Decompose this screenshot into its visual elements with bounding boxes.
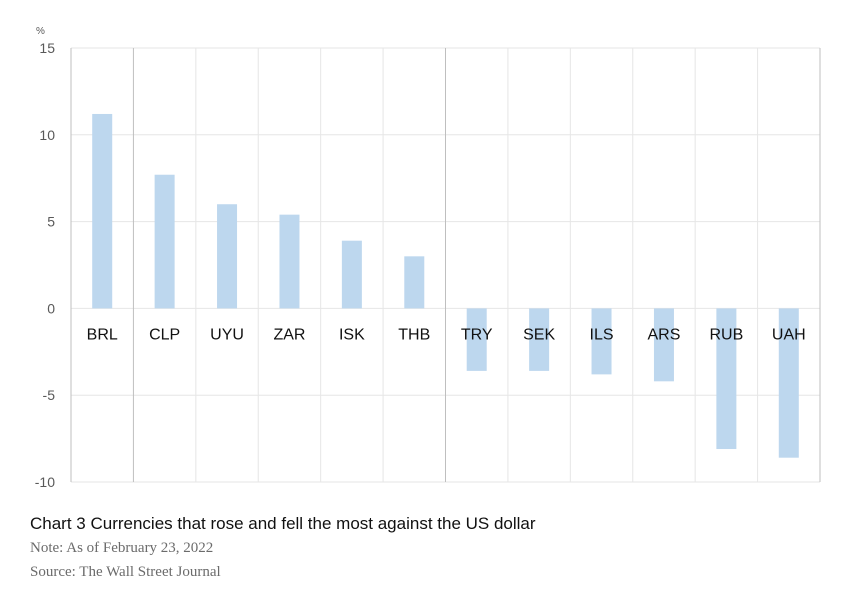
y-axis-ticks: 15 10 5 0 -5 -10 bbox=[35, 40, 55, 490]
bar-uah bbox=[778, 308, 799, 458]
y-tick-label: -10 bbox=[35, 474, 55, 490]
category-label-zar: ZAR bbox=[273, 326, 305, 343]
bar-zar bbox=[279, 214, 300, 309]
chart-title: Chart 3 Currencies that rose and fell th… bbox=[30, 514, 536, 533]
bar-isk bbox=[341, 240, 362, 309]
category-label-brl: BRL bbox=[87, 326, 118, 343]
category-label-uah: UAH bbox=[772, 326, 806, 343]
bar-uyu bbox=[217, 204, 238, 309]
bar-ils bbox=[591, 308, 612, 375]
category-label-isk: ISK bbox=[339, 326, 365, 343]
bar-thb bbox=[404, 256, 425, 309]
bar-rub bbox=[716, 308, 737, 450]
grid-lines bbox=[70, 47, 821, 483]
bar-brl bbox=[92, 113, 113, 309]
bar-clp bbox=[154, 174, 175, 309]
category-labels: BRL CLP UYU ZAR ISK THB TRY SEK ILS ARS RUB UAH bbox=[87, 326, 806, 343]
category-label-ils: ILS bbox=[590, 326, 614, 343]
chart-source: Source: The Wall Street Journal bbox=[30, 564, 221, 580]
bars bbox=[92, 113, 799, 458]
category-label-rub: RUB bbox=[709, 326, 743, 343]
category-label-sek: SEK bbox=[523, 326, 555, 343]
bar-try bbox=[466, 308, 487, 371]
y-axis-unit-label: % bbox=[36, 26, 45, 37]
category-label-ars: ARS bbox=[648, 326, 681, 343]
y-tick-label: 15 bbox=[39, 40, 55, 56]
bar-sek bbox=[529, 308, 550, 371]
y-tick-label: 5 bbox=[47, 214, 55, 230]
bar-chart: % 15 10 5 0 -5 -10 BRL CLP UYU ZAR ISK THB TRY SEK IL… bbox=[35, 26, 821, 490]
bar-ars bbox=[653, 308, 674, 382]
chart-note: Note: As of February 23, 2022 bbox=[30, 540, 214, 556]
y-tick-label: 10 bbox=[39, 127, 55, 143]
category-label-uyu: UYU bbox=[210, 326, 244, 343]
category-label-try: TRY bbox=[461, 326, 493, 343]
category-label-clp: CLP bbox=[149, 326, 180, 343]
category-label-thb: THB bbox=[398, 326, 430, 343]
y-tick-label: 0 bbox=[47, 300, 55, 316]
y-tick-label: -5 bbox=[43, 387, 56, 403]
